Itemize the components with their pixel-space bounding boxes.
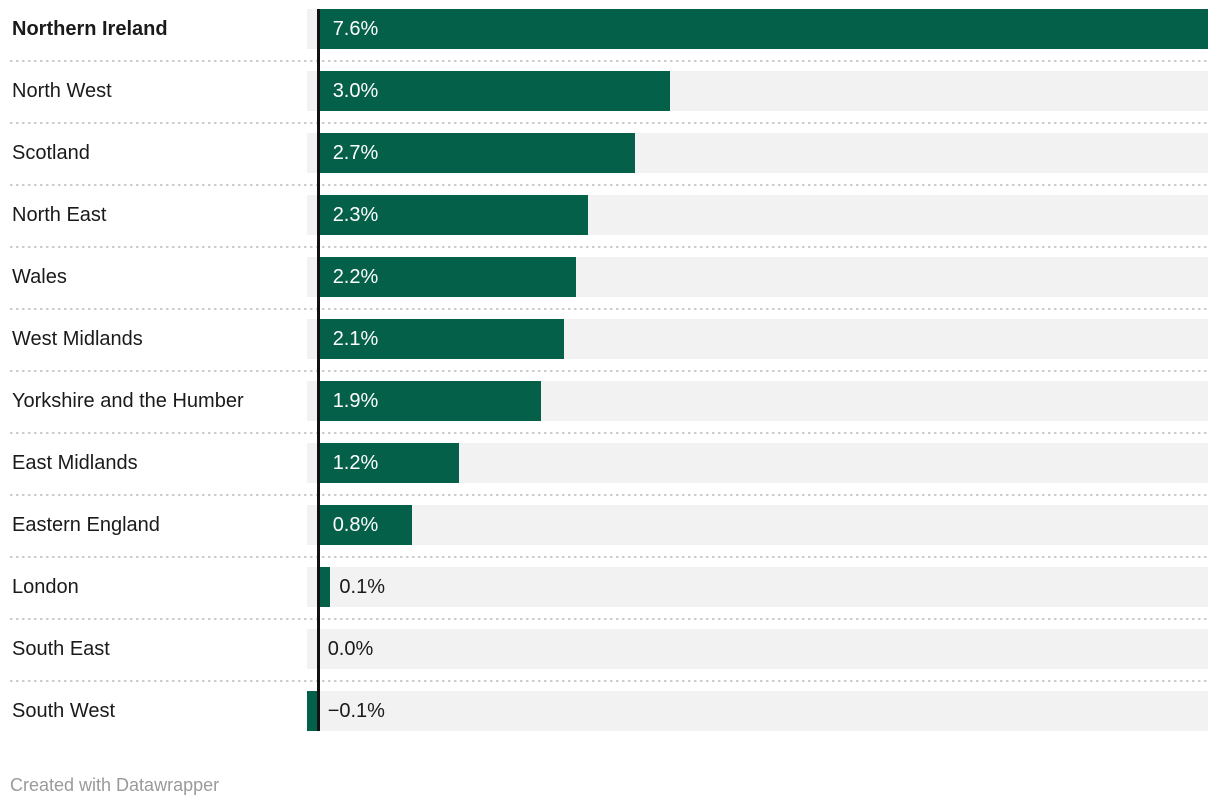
bar[interactable]: [318, 443, 460, 483]
bar-row: South West −0.1%: [0, 691, 1220, 731]
row-separator: [10, 184, 1208, 186]
bar[interactable]: [307, 691, 319, 731]
value-label: −0.1%: [327, 700, 385, 722]
bar-row: Scotland 2.7%: [0, 133, 1220, 173]
row-separator: [10, 494, 1208, 496]
bar-track: [307, 691, 1208, 731]
value-label: 2.1%: [332, 328, 379, 350]
bar-track: [307, 567, 1208, 607]
datawrapper-attribution-link[interactable]: Created with Datawrapper: [10, 775, 220, 795]
bar-row: London 0.1%: [0, 567, 1220, 607]
row-separator: [10, 122, 1208, 124]
row-separator: [10, 60, 1208, 62]
bar-track: [307, 629, 1208, 669]
value-label: 0.8%: [332, 514, 379, 536]
row-separator: [10, 680, 1208, 682]
category-label: London: [12, 576, 79, 598]
category-label: Scotland: [12, 142, 90, 164]
category-label: Yorkshire and the Humber: [12, 390, 244, 412]
bar[interactable]: [318, 257, 577, 297]
bar-row: Eastern England 0.8%: [0, 505, 1220, 545]
bar-track: [307, 505, 1208, 545]
value-label: 0.1%: [339, 576, 385, 598]
row-separator: [10, 618, 1208, 620]
bar[interactable]: [318, 195, 588, 235]
bar-row: South East 0.0%: [0, 629, 1220, 669]
bar[interactable]: [318, 505, 413, 545]
row-separator: [10, 246, 1208, 248]
value-label: 7.6%: [332, 18, 379, 40]
bar-row: North West 3.0%: [0, 71, 1220, 111]
bar-row: Yorkshire and the Humber 1.9%: [0, 381, 1220, 421]
value-label: 0.0%: [327, 638, 374, 660]
category-label: Eastern England: [12, 514, 160, 536]
bar[interactable]: [318, 567, 331, 607]
bar-row: Wales 2.2%: [0, 257, 1220, 297]
bar[interactable]: [318, 319, 565, 359]
value-label: 1.9%: [332, 390, 379, 412]
bar[interactable]: [318, 381, 541, 421]
bar-row: East Midlands 1.2%: [0, 443, 1220, 483]
value-label: 2.7%: [332, 142, 379, 164]
row-separator: [10, 308, 1208, 310]
bar[interactable]: [318, 9, 1208, 49]
zero-axis-line: [317, 9, 321, 731]
row-separator: [10, 556, 1208, 558]
category-label: Northern Ireland: [12, 18, 168, 40]
bar-row: Northern Ireland 7.6%: [0, 9, 1220, 49]
bar[interactable]: [318, 133, 635, 173]
category-label: West Midlands: [12, 328, 143, 350]
bar-row: North East 2.3%: [0, 195, 1220, 235]
bar[interactable]: [318, 71, 670, 111]
category-label: East Midlands: [12, 452, 138, 474]
row-separator: [10, 370, 1208, 372]
category-label: North East: [12, 204, 107, 226]
value-label: 1.2%: [332, 452, 379, 474]
value-label: 2.3%: [332, 204, 379, 226]
category-label: North West: [12, 80, 112, 102]
row-separator: [10, 432, 1208, 434]
value-label: 3.0%: [332, 80, 379, 102]
category-label: Wales: [12, 266, 67, 288]
category-label: South East: [12, 638, 110, 660]
category-label: South West: [12, 700, 116, 722]
bar-row: West Midlands 2.1%: [0, 319, 1220, 359]
value-label: 2.2%: [332, 266, 379, 288]
